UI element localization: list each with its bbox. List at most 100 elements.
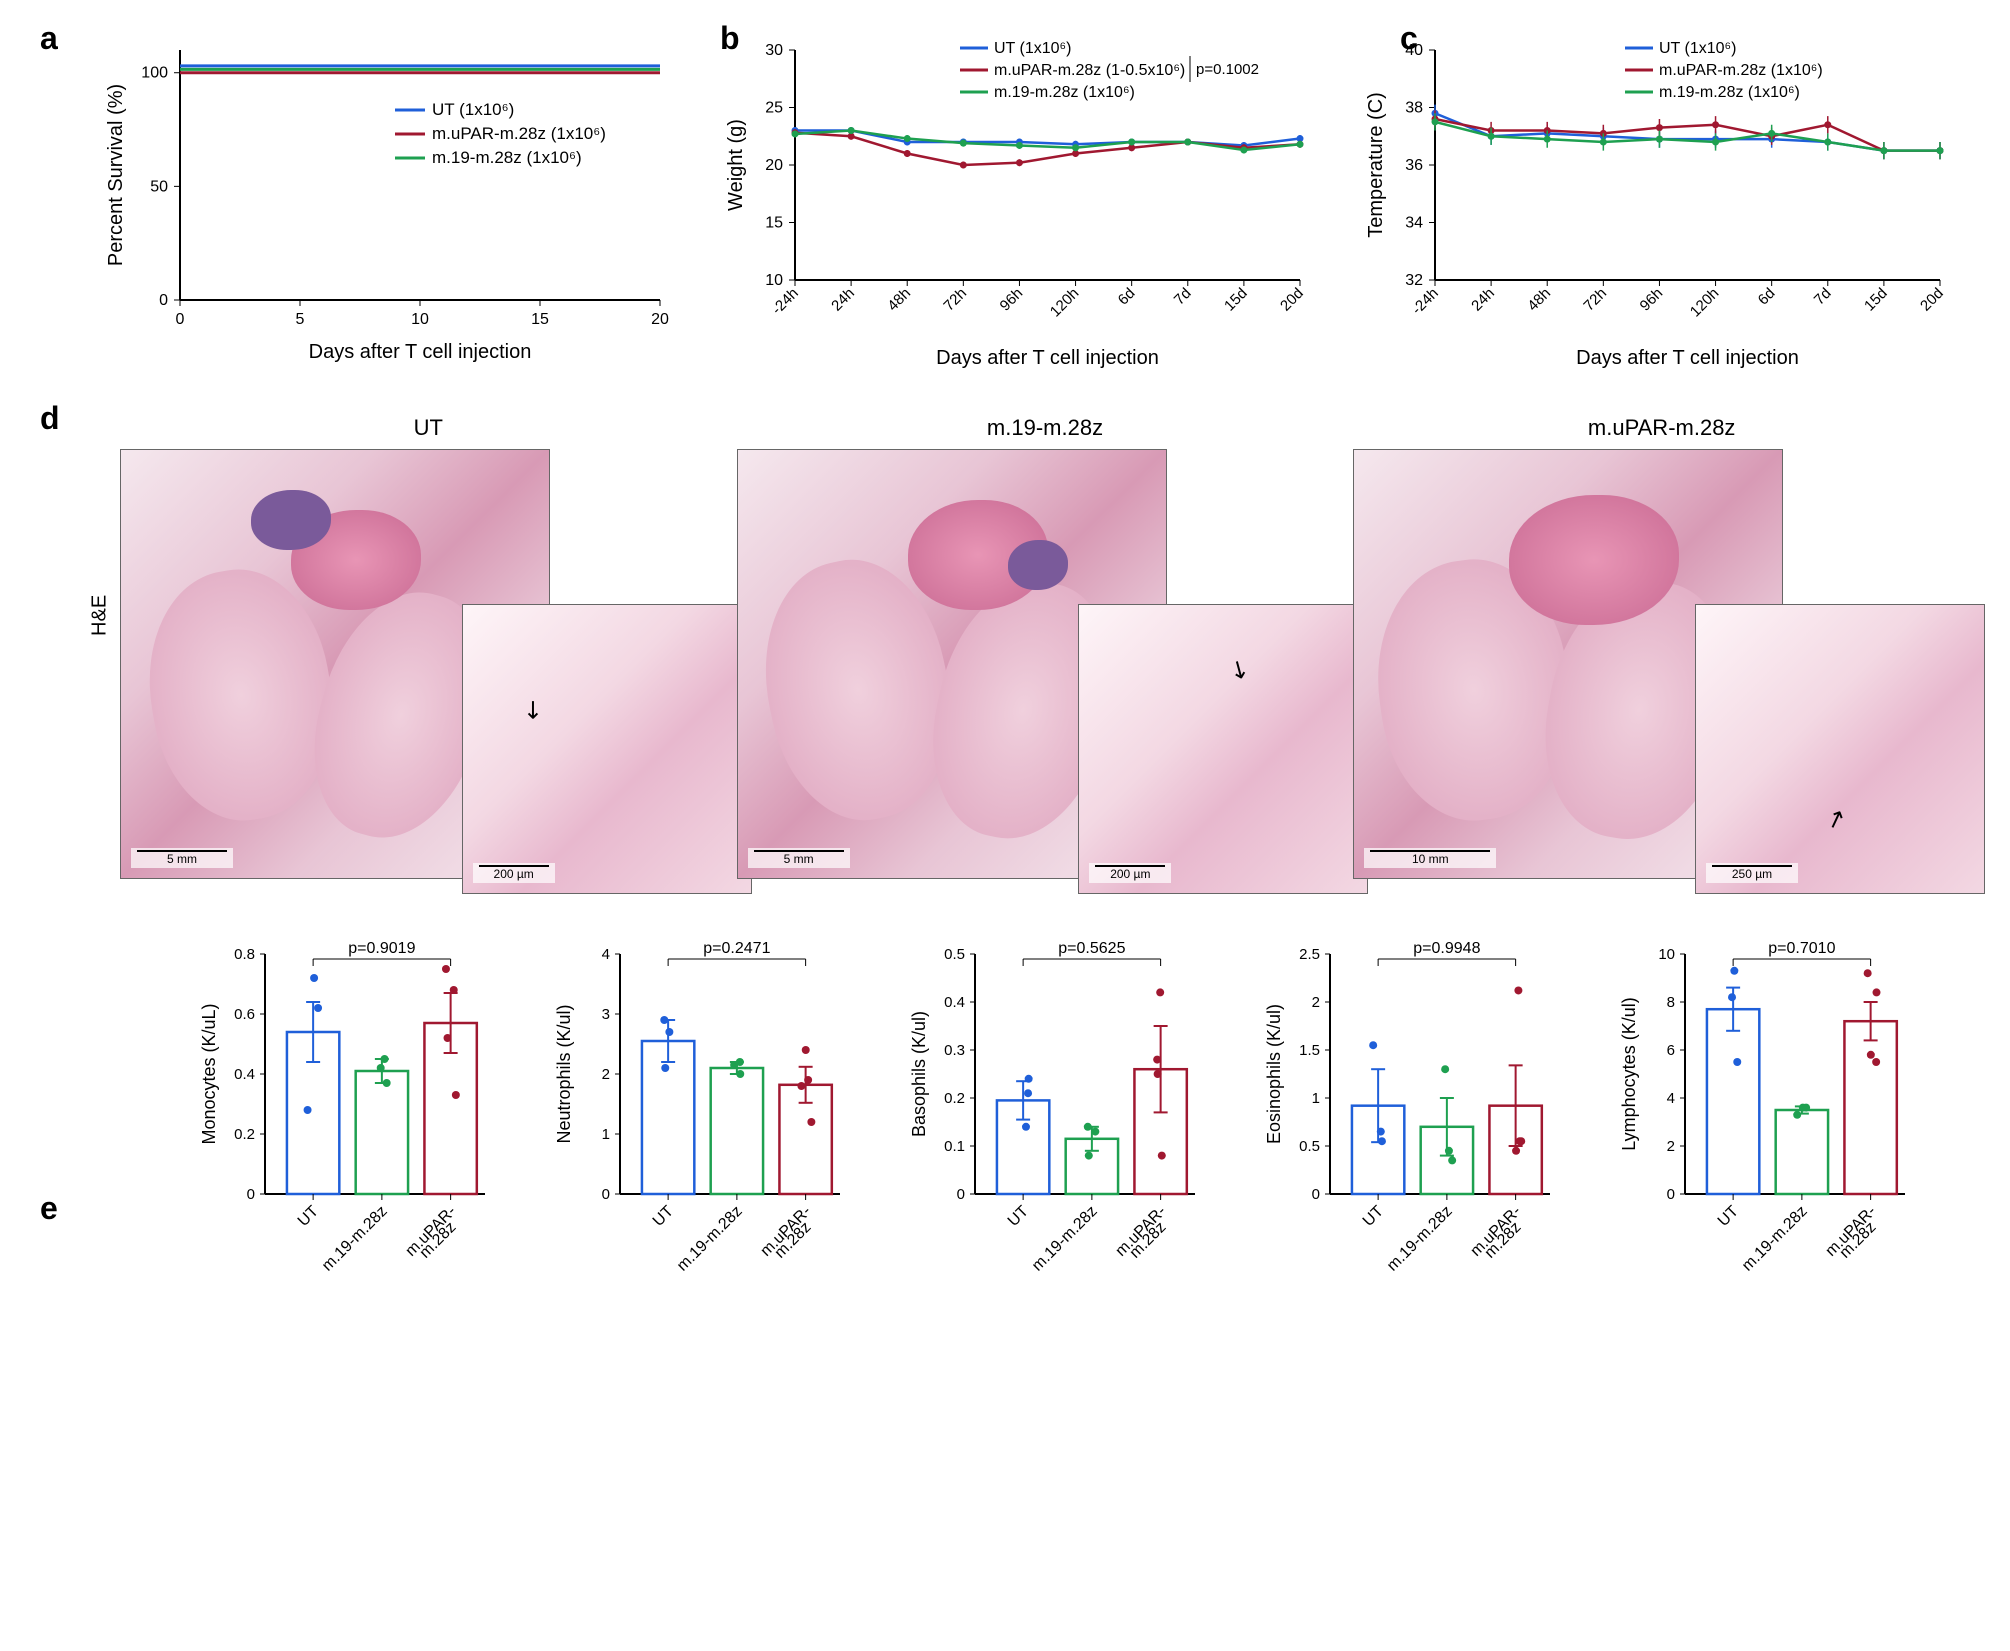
svg-text:0.6: 0.6 [234,1006,255,1023]
bar-chart-2: 00.10.20.30.40.5UTm.19-m.28zm.uPAR-m.28z… [905,919,1205,1314]
svg-text:0: 0 [176,311,185,328]
svg-text:m.uPAR-m.28z (1x10⁶): m.uPAR-m.28z (1x10⁶) [1659,62,1823,79]
svg-text:72h: 72h [940,285,970,315]
svg-text:4: 4 [1667,1090,1675,1107]
svg-text:0: 0 [602,1186,610,1203]
svg-text:10: 10 [765,272,783,289]
svg-text:15: 15 [531,311,549,328]
svg-text:96h: 96h [997,285,1027,315]
histology-inset-upar: ↗ 250 µm [1695,604,1985,894]
svg-text:1: 1 [1312,1090,1320,1107]
panel-c-chart: 3234363840-24h24h48h72h96h120h6d7d15d20d… [1360,30,1960,375]
arrow-icon: ↗ [1822,802,1851,836]
svg-text:2: 2 [602,1066,610,1083]
svg-text:24h: 24h [1468,285,1498,315]
svg-text:3: 3 [602,1006,610,1023]
svg-text:m.uPAR-m.28z (1-0.5x10⁶): m.uPAR-m.28z (1-0.5x10⁶) [994,62,1185,79]
svg-text:p=0.7010: p=0.7010 [1768,940,1835,957]
arrow-icon: ↘ [515,692,550,727]
svg-text:15: 15 [765,215,783,232]
panel-label-a: a [40,20,58,57]
svg-text:UT (1x10⁶): UT (1x10⁶) [994,40,1071,57]
arrow-icon: ↘ [1223,652,1255,687]
svg-text:m.19-m.28z: m.19-m.28z [319,1203,391,1275]
svg-text:Temperature (C): Temperature (C) [1365,92,1387,238]
svg-text:Days after T cell injection: Days after T cell injection [936,347,1159,369]
svg-text:120h: 120h [1687,285,1723,321]
svg-text:1: 1 [602,1126,610,1143]
svg-text:p=0.9019: p=0.9019 [348,940,415,957]
svg-text:Neutrophils (K/ul): Neutrophils (K/ul) [554,1004,574,1143]
svg-text:0: 0 [1667,1186,1675,1203]
svg-text:30: 30 [765,42,783,59]
svg-text:0.5: 0.5 [944,946,965,963]
svg-text:25: 25 [765,100,783,117]
svg-text:10: 10 [411,311,429,328]
svg-text:Eosinophils (K/ul): Eosinophils (K/ul) [1264,1004,1284,1144]
svg-text:34: 34 [1405,215,1423,232]
svg-text:m.uPAR-m.28z (1x10⁶): m.uPAR-m.28z (1x10⁶) [432,124,606,143]
svg-text:Weight (g): Weight (g) [725,119,747,211]
svg-text:m.19-m.28z (1x10⁶): m.19-m.28z (1x10⁶) [1659,84,1800,101]
svg-text:Basophils (K/ul): Basophils (K/ul) [909,1011,929,1137]
svg-text:p=0.2471: p=0.2471 [703,940,770,957]
histology-inset-ut: ↘ 200 µm [462,604,752,894]
svg-text:0.4: 0.4 [234,1066,255,1083]
svg-text:0: 0 [159,292,168,309]
svg-text:Percent Survival (%): Percent Survival (%) [105,84,127,266]
histology-title-m19: m.19-m.28z [737,415,1354,441]
svg-text:0: 0 [247,1186,255,1203]
svg-text:10: 10 [1658,946,1675,963]
svg-text:Monocytes (K/uL): Monocytes (K/uL) [199,1003,219,1144]
svg-text:48h: 48h [884,285,914,315]
svg-text:120h: 120h [1047,285,1083,321]
weight-chart-svg: 1015202530-24h24h48h72h96h120h6d7d15d20d… [720,30,1320,370]
svg-text:UT: UT [295,1203,322,1230]
histology-upar: m.uPAR-m.28z 10 mm ↗ 250 µm [1353,415,1970,879]
histology-title-ut: UT [120,415,737,441]
svg-text:UT: UT [650,1203,677,1230]
svg-text:40: 40 [1405,42,1423,59]
svg-text:p=0.9948: p=0.9948 [1413,940,1480,957]
svg-text:20: 20 [651,311,669,328]
histology-inset-m19: ↘ 200 µm [1078,604,1368,894]
svg-text:-24h: -24h [1409,285,1442,318]
svg-text:UT: UT [1715,1203,1742,1230]
svg-text:0.8: 0.8 [234,946,255,963]
scale-bar-main-m19: 5 mm [748,848,850,868]
scale-bar-inset-upar: 250 µm [1706,863,1798,883]
svg-text:p=0.1002: p=0.1002 [1196,61,1259,78]
svg-text:5: 5 [296,311,305,328]
svg-text:0.2: 0.2 [234,1126,255,1143]
svg-text:m.19-m.28z: m.19-m.28z [674,1203,746,1275]
svg-text:m.19-m.28z: m.19-m.28z [1739,1203,1811,1275]
svg-text:48h: 48h [1524,285,1554,315]
svg-text:7d: 7d [1811,285,1835,309]
svg-text:Days after T cell injection: Days after T cell injection [1576,347,1799,369]
svg-text:m.19-m.28z: m.19-m.28z [1029,1203,1101,1275]
svg-text:1.5: 1.5 [1299,1042,1320,1059]
svg-text:UT: UT [1360,1203,1387,1230]
svg-text:Days after T cell injection: Days after T cell injection [309,341,532,363]
svg-text:32: 32 [1405,272,1423,289]
svg-text:20d: 20d [1917,285,1947,315]
bar-chart-0: 00.20.40.60.8UTm.19-m.28zm.uPAR-m.28zp=0… [195,919,495,1314]
svg-text:Lymphocytes (K/ul): Lymphocytes (K/ul) [1619,997,1639,1150]
svg-text:2.5: 2.5 [1299,946,1320,963]
svg-text:96h: 96h [1637,285,1667,315]
scale-bar-main-upar: 10 mm [1364,848,1496,868]
panel-label-e: e [40,1190,58,1227]
svg-text:UT (1x10⁶): UT (1x10⁶) [432,100,514,119]
scale-bar-inset-m19: 200 µm [1089,863,1171,883]
bar-chart-1: 01234UTm.19-m.28zm.uPAR-m.28zp=0.2471Neu… [550,919,850,1314]
svg-text:24h: 24h [828,285,858,315]
histology-ut: UT 5 mm ↘ 200 µm [120,415,737,879]
scale-bar-main-ut: 5 mm [131,848,233,868]
svg-text:7d: 7d [1171,285,1195,309]
survival-chart-svg: 05101520050100Days after T cell injectio… [100,30,680,370]
svg-text:0: 0 [1312,1186,1320,1203]
svg-text:UT (1x10⁶): UT (1x10⁶) [1659,40,1736,57]
svg-text:100: 100 [141,65,168,82]
svg-text:m.19-m.28z: m.19-m.28z [1384,1203,1456,1275]
svg-text:m.19-m.28z (1x10⁶): m.19-m.28z (1x10⁶) [994,84,1135,101]
